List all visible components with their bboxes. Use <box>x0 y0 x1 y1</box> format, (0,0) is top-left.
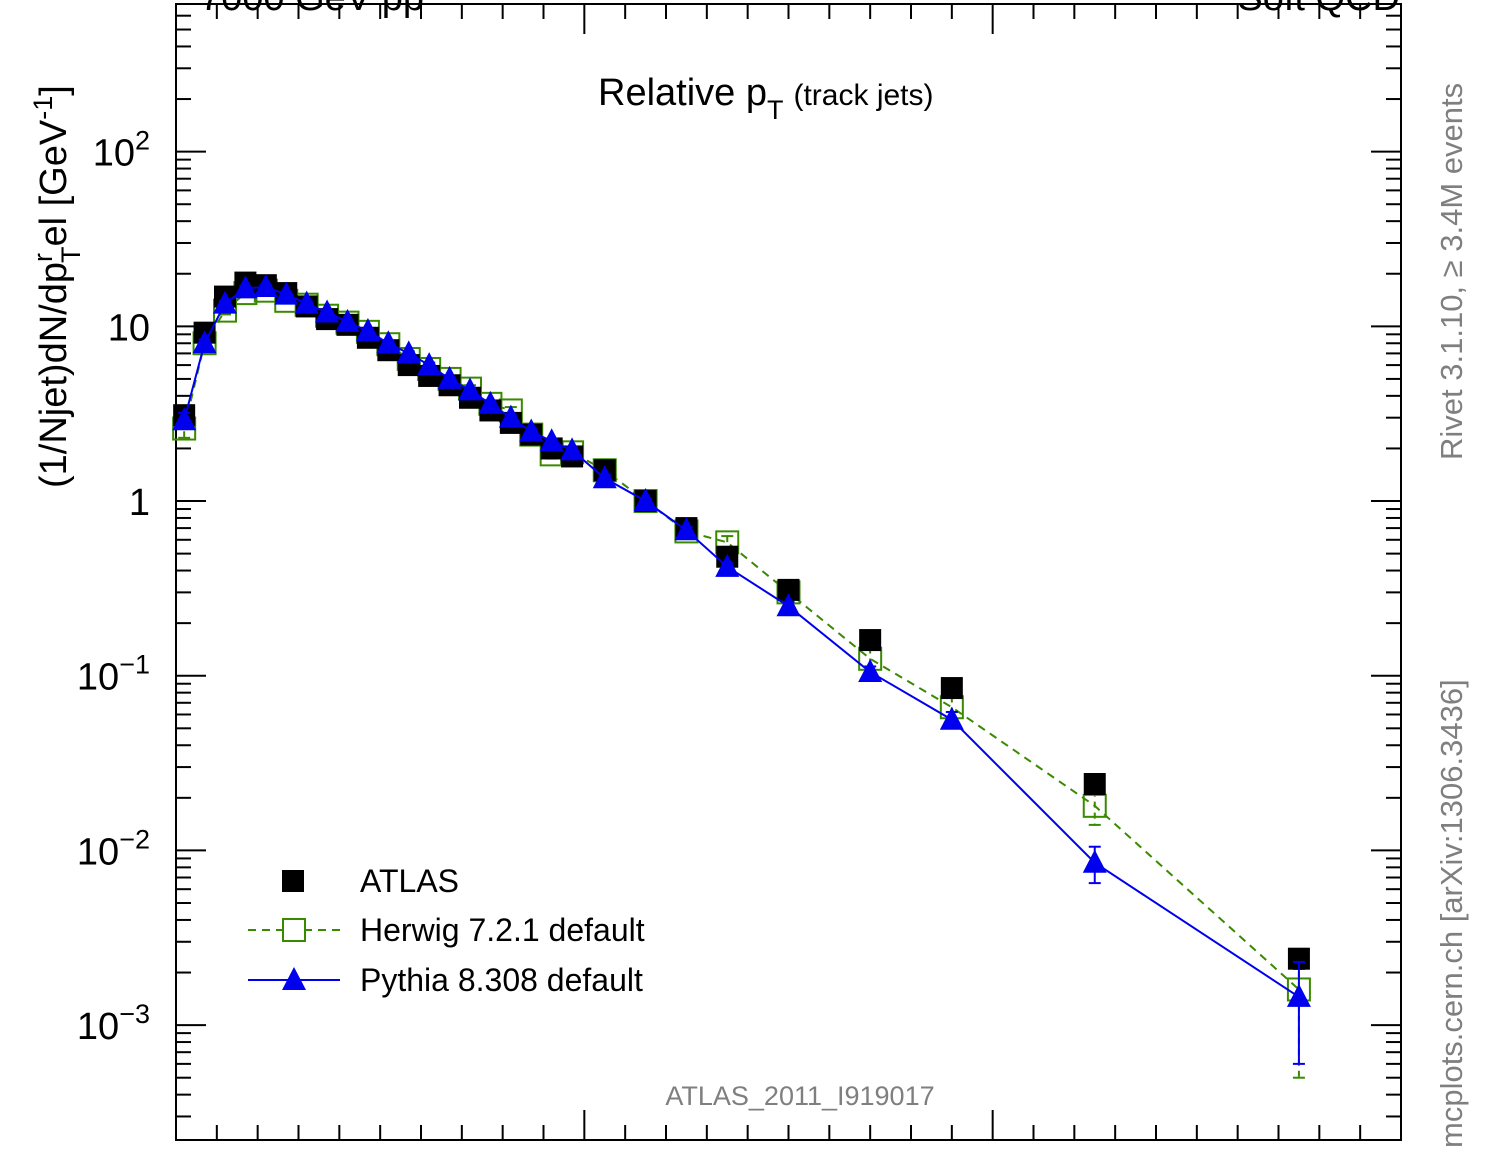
legend-herwig-marker <box>282 918 306 942</box>
y-tick-label: 10 <box>108 307 150 349</box>
data-point <box>478 390 503 414</box>
data-point <box>633 488 658 512</box>
data-point <box>592 465 617 489</box>
data-point <box>315 299 340 323</box>
series-line <box>183 289 1300 991</box>
y-tick-base: 10 <box>77 1006 119 1048</box>
data-point <box>1286 983 1311 1007</box>
y-tick-label: 102 <box>93 126 150 175</box>
data-point <box>715 553 740 577</box>
data-point <box>1287 947 1310 970</box>
legend: ATLAS Herwig 7.2.1 default Pythia 8.308 … <box>248 863 645 998</box>
data-point <box>1082 849 1107 873</box>
y-tick-label: 10−2 <box>77 824 150 873</box>
data-point <box>294 290 319 314</box>
data-point <box>172 407 197 431</box>
rivet-label: Rivet 3.1.10, ≥ 3.4M events <box>1434 83 1469 460</box>
series-layer <box>172 271 1311 1079</box>
legend-atlas-label: ATLAS <box>360 863 459 899</box>
mcplots-label: mcplots.cern.ch [arXiv:1306.3436] <box>1434 679 1469 1148</box>
data-point <box>539 428 564 452</box>
legend-atlas-marker <box>282 870 304 892</box>
legend-herwig-label: Herwig 7.2.1 default <box>360 912 645 948</box>
series-atlas <box>173 271 1310 970</box>
data-point <box>859 629 882 652</box>
y-tick-exponent: 2 <box>135 126 150 156</box>
ylabel-end: ] <box>33 85 75 96</box>
y-tick-base: 10 <box>93 133 135 175</box>
data-point <box>776 593 801 617</box>
y-tick-exponent: −3 <box>119 999 150 1029</box>
chart-title: Relative pT (track jets) <box>598 72 934 125</box>
title-main: Relative p <box>598 72 767 114</box>
data-point <box>498 404 523 428</box>
data-point <box>939 706 964 730</box>
y-tick-label: 10−3 <box>77 999 150 1048</box>
series-herwig-7-2-1-default <box>172 278 1311 1079</box>
header-left-label: 7000 GeV pp <box>200 0 424 19</box>
data-point <box>253 273 278 297</box>
y-tick-label: 10−1 <box>77 650 150 699</box>
data-point <box>192 330 217 354</box>
data-point <box>458 377 482 401</box>
y-tick-exponent: −1 <box>119 650 150 680</box>
data-point <box>335 308 360 332</box>
y-tick-label: 1 <box>129 482 150 524</box>
legend-pythia-label: Pythia 8.308 default <box>360 962 643 998</box>
title-suffix: (track jets) <box>793 79 933 112</box>
y-tick-base: 10 <box>77 657 119 699</box>
data-point <box>417 352 442 376</box>
ylabel-sub: T <box>56 247 86 264</box>
y-tick-base: 1 <box>129 482 150 524</box>
data-point <box>674 517 699 541</box>
series-pythia-8-308-default <box>172 273 1311 1065</box>
data-point <box>376 330 401 354</box>
axis-ticks <box>175 3 1402 1140</box>
data-point <box>519 418 544 442</box>
series-line <box>183 285 1300 998</box>
ylabel-main: (1/Njet)dN/dp <box>33 262 75 488</box>
legend-pythia-marker <box>282 967 306 990</box>
data-point <box>858 659 883 683</box>
analysis-label: ATLAS_2011_I919017 <box>665 1081 934 1111</box>
ylabel-after: el [GeV <box>33 119 75 246</box>
ylabel-exp: -1 <box>28 96 58 120</box>
data-point <box>560 437 585 461</box>
data-point <box>940 677 963 700</box>
data-point <box>274 281 299 305</box>
y-tick-base: 10 <box>77 831 119 873</box>
y-axis-label: (1/Njet)dN/dprTel [GeV-1] <box>28 85 86 488</box>
data-point <box>213 290 237 314</box>
title-subscript: T <box>767 95 784 125</box>
data-point <box>396 340 421 364</box>
data-point <box>355 318 380 342</box>
data-point <box>1083 773 1106 796</box>
y-tick-exponent: −2 <box>119 824 150 854</box>
data-point <box>233 275 258 299</box>
ylabel-sup: r <box>28 253 58 262</box>
y-tick-base: 10 <box>108 307 150 349</box>
data-point <box>777 578 800 601</box>
data-point <box>437 365 462 389</box>
